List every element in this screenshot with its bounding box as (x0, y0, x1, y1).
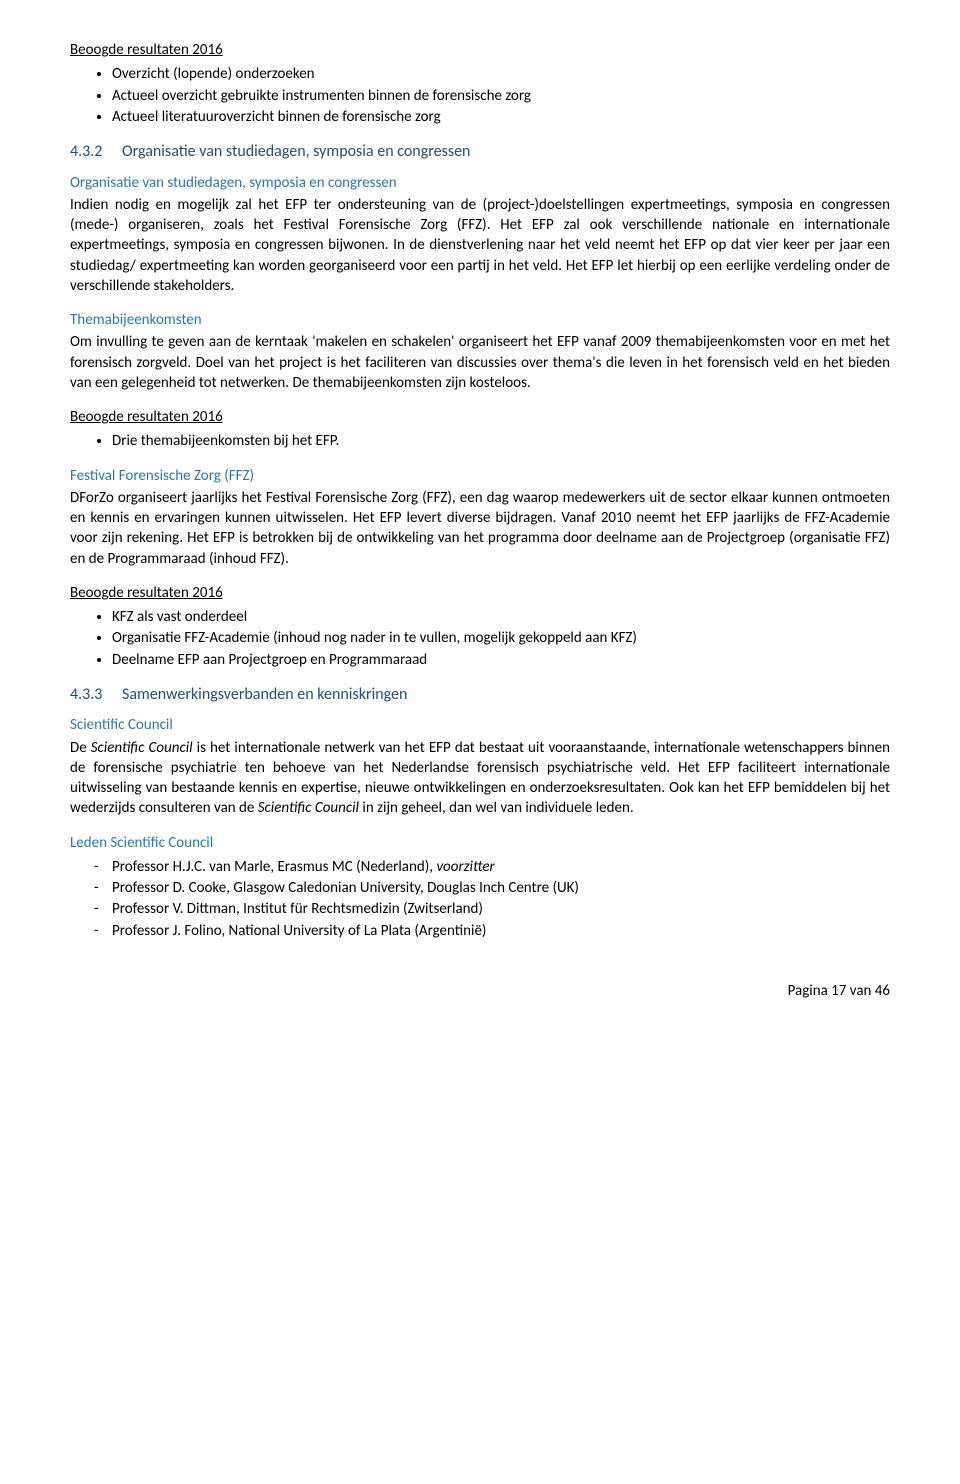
list-item: Professor J. Folino, National University… (94, 921, 890, 941)
results-2016-heading-3: Beoogde resultaten 2016 (70, 583, 890, 603)
section-title: Samenwerkingsverbanden en kenniskringen (122, 685, 407, 704)
list-item: Deelname EFP aan Projectgroep en Program… (112, 650, 890, 670)
page-footer: Pagina 17 van 46 (70, 981, 890, 1001)
list-item: Professor H.J.C. van Marle, Erasmus MC (… (94, 857, 890, 877)
section-heading-432: 4.3.2Organisatie van studiedagen, sympos… (70, 141, 890, 163)
results-2016-heading-2: Beoogde resultaten 2016 (70, 407, 890, 427)
list-item: Overzicht (lopende) onderzoeken (112, 64, 890, 84)
leden-heading: Leden Scientific Council (70, 833, 890, 853)
list-item: Actueel literatuuroverzicht binnen de fo… (112, 107, 890, 127)
paragraph-scientific-council: De Scientific Council is het internation… (70, 738, 890, 819)
section-number: 4.3.3 (70, 684, 122, 706)
section-number: 4.3.2 (70, 141, 122, 163)
leden-list: Professor H.J.C. van Marle, Erasmus MC (… (70, 857, 890, 941)
subheading-themabijeenkomsten: Themabijeenkomsten (70, 310, 890, 330)
section-title: Organisatie van studiedagen, symposia en… (122, 142, 470, 161)
text-run: De (70, 739, 91, 757)
results-2016-list-3: KFZ als vast onderdeel Organisatie FFZ-A… (70, 607, 890, 670)
list-item: Actueel overzicht gebruikte instrumenten… (112, 86, 890, 106)
section-heading-433: 4.3.3Samenwerkingsverbanden en kenniskri… (70, 684, 890, 706)
list-item: Drie themabijeenkomsten bij het EFP. (112, 431, 890, 451)
paragraph-organisatie: Indien nodig en mogelijk zal het EFP ter… (70, 195, 890, 296)
text-italic: voorzitter (436, 858, 494, 876)
list-item: Organisatie FFZ-Academie (inhoud nog nad… (112, 628, 890, 648)
subheading-ffz: Festival Forensische Zorg (FFZ) (70, 466, 890, 486)
paragraph-ffz: DForZo organiseert jaarlijks het Festiva… (70, 488, 890, 569)
subheading-scientific-council: Scientific Council (70, 715, 890, 735)
list-item: KFZ als vast onderdeel (112, 607, 890, 627)
text-run: in zijn geheel, dan wel van individuele … (359, 799, 634, 817)
subheading-organisatie: Organisatie van studiedagen, symposia en… (70, 173, 890, 193)
results-2016-list-1: Overzicht (lopende) onderzoeken Actueel … (70, 64, 890, 127)
results-2016-list-2: Drie themabijeenkomsten bij het EFP. (70, 431, 890, 451)
text-run: Professor H.J.C. van Marle, Erasmus MC (… (112, 858, 436, 876)
text-italic: Scientific Council (91, 739, 193, 757)
text-italic: Scientific Council (258, 799, 359, 817)
paragraph-themabijeenkomsten: Om invulling te geven aan de kerntaak 'm… (70, 332, 890, 393)
list-item: Professor V. Dittman, Institut für Recht… (94, 899, 890, 919)
results-2016-heading-1: Beoogde resultaten 2016 (70, 40, 890, 60)
list-item: Professor D. Cooke, Glasgow Caledonian U… (94, 878, 890, 898)
